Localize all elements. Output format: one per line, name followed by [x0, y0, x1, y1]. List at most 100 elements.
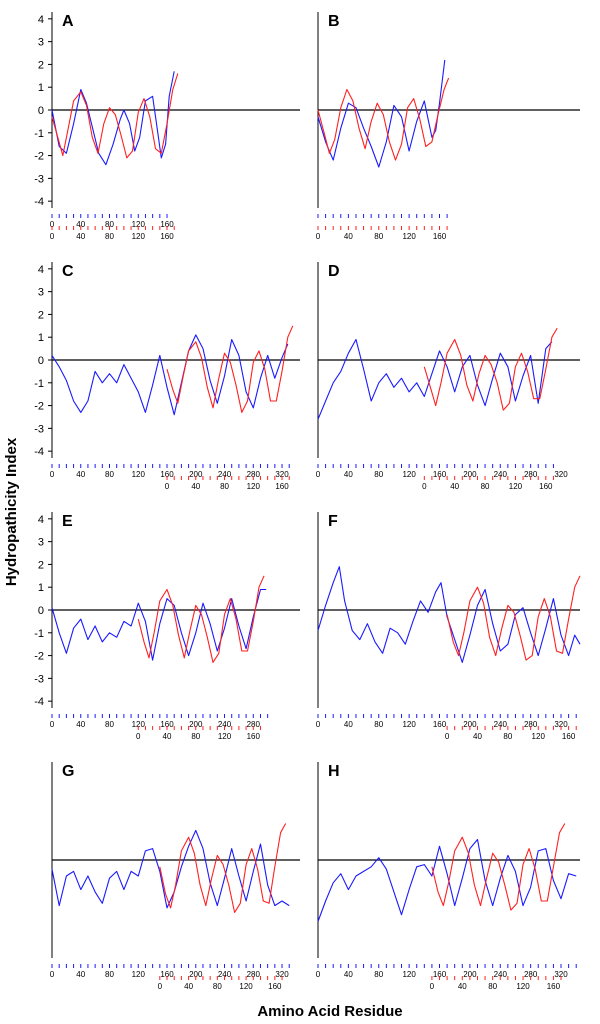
panel-label: B	[328, 13, 340, 30]
blue-ruler-label: 0	[50, 720, 55, 729]
y-tick-label: -1	[34, 628, 44, 640]
blue-ruler-label: 240	[218, 470, 232, 479]
red-ruler-label: 120	[247, 482, 261, 491]
red-ruler-label: 160	[562, 732, 576, 741]
chart-panel-h: H 0 40 80 120 160 200 240 280 320 0 40 80 120 160	[316, 762, 580, 991]
red-ruler-label: 40	[473, 732, 482, 741]
blue-ruler-label: 40	[344, 970, 353, 979]
blue-ruler-label: 120	[402, 470, 416, 479]
red-hydropathy-line	[431, 823, 566, 911]
blue-hydropathy-line	[51, 71, 175, 166]
red-ruler-label: 0	[50, 232, 55, 241]
y-tick-label: 1	[38, 332, 44, 344]
blue-ruler-label: 80	[374, 470, 383, 479]
red-ruler-label: 120	[516, 982, 530, 991]
red-ruler-label: 0	[430, 982, 435, 991]
blue-ruler-label: 80	[105, 720, 114, 729]
blue-ruler-label: 200	[189, 720, 203, 729]
red-ruler-label: 80	[503, 732, 512, 741]
red-ruler-label: 0	[165, 482, 170, 491]
red-ruler-label: 120	[132, 232, 146, 241]
blue-ruler-label: 240	[218, 970, 232, 979]
blue-ruler-label: 120	[132, 470, 146, 479]
red-ruler-label: 160	[547, 982, 561, 991]
red-hydropathy-line	[446, 575, 581, 661]
blue-ruler-label: 120	[402, 970, 416, 979]
red-ruler-label: 40	[184, 982, 193, 991]
blue-ruler-label: 0	[50, 470, 55, 479]
blue-ruler-label: 80	[374, 970, 383, 979]
panel-label: H	[328, 763, 340, 780]
red-ruler-label: 80	[374, 232, 383, 241]
y-tick-label: 4	[38, 264, 44, 276]
y-tick-label: 1	[38, 82, 44, 94]
blue-ruler-label: 200	[189, 970, 203, 979]
red-ruler-label: 160	[247, 732, 261, 741]
blue-ruler-label: 120	[132, 720, 146, 729]
red-ruler-label: 120	[402, 232, 416, 241]
red-hydropathy-line	[166, 325, 294, 413]
blue-ruler-label: 280	[524, 970, 538, 979]
blue-ruler-label: 320	[554, 470, 568, 479]
red-hydropathy-line	[137, 575, 265, 663]
blue-ruler-label: 240	[494, 470, 508, 479]
chart-panel-d: D 0 40 80 120 160 200 240 280 320 0 40 80 120 160	[316, 262, 580, 491]
y-tick-label: 1	[38, 582, 44, 594]
red-ruler-label: 120	[509, 482, 523, 491]
blue-ruler-label: 160	[433, 970, 447, 979]
red-ruler-label: 160	[268, 982, 282, 991]
y-tick-label: -3	[34, 173, 44, 185]
y-tick-label: 4	[38, 514, 44, 526]
blue-hydropathy-line	[317, 59, 446, 168]
red-ruler-label: 40	[76, 232, 85, 241]
panel-label: A	[62, 13, 74, 30]
blue-ruler-label: 0	[50, 970, 55, 979]
blue-ruler-label: 280	[247, 720, 261, 729]
blue-hydropathy-line	[51, 588, 267, 661]
chart-panel-f: F 0 40 80 120 160 200 240 280 320 0 40 80 120 160	[316, 512, 581, 741]
y-tick-label: 2	[38, 559, 44, 571]
red-ruler-label: 0	[316, 232, 321, 241]
y-axis-label: Hydropathicity Index	[3, 437, 20, 586]
blue-ruler-label: 320	[275, 970, 289, 979]
blue-ruler-label: 0	[50, 220, 55, 229]
red-ruler-label: 0	[158, 982, 163, 991]
blue-ruler-label: 160	[160, 720, 174, 729]
blue-ruler-label: 40	[76, 720, 85, 729]
blue-ruler-label: 120	[132, 970, 146, 979]
blue-ruler-label: 280	[247, 970, 261, 979]
y-tick-label: -3	[34, 673, 44, 685]
blue-ruler-label: 0	[316, 970, 321, 979]
blue-ruler-label: 280	[524, 720, 538, 729]
y-tick-label: -4	[34, 196, 44, 208]
blue-hydropathy-line	[317, 838, 577, 922]
red-ruler-label: 40	[450, 482, 459, 491]
blue-ruler-label: 80	[105, 470, 114, 479]
chart-panel-a: 4 3 2 1 0 -1 -2 -3 -4 A 0 40 80 120 160 0 40 80 120 160	[34, 12, 300, 241]
red-ruler-label: 120	[532, 732, 546, 741]
blue-ruler-label: 160	[160, 220, 174, 229]
red-ruler-label: 0	[136, 732, 141, 741]
red-ruler-label: 40	[458, 982, 467, 991]
blue-ruler-label: 320	[554, 720, 568, 729]
y-tick-label: 0	[38, 105, 44, 117]
blue-ruler-label: 0	[316, 720, 321, 729]
blue-ruler-label: 40	[76, 220, 85, 229]
chart-panel-c: 4 3 2 1 0 -1 -2 -3 -4 C 0 40 80 120 160 200 240 280 320 0 40…	[34, 262, 300, 491]
red-ruler-label: 40	[163, 732, 172, 741]
y-tick-label: -4	[34, 696, 44, 708]
blue-hydropathy-line	[51, 829, 290, 909]
red-ruler-label: 160	[433, 232, 447, 241]
red-hydropathy-line	[51, 73, 179, 159]
y-tick-label: 2	[38, 59, 44, 71]
panel-label: F	[328, 513, 338, 530]
y-tick-label: 3	[38, 537, 44, 549]
blue-ruler-label: 40	[76, 470, 85, 479]
red-ruler-label: 80	[105, 232, 114, 241]
blue-ruler-label: 200	[463, 720, 477, 729]
blue-ruler-label: 200	[463, 470, 477, 479]
blue-ruler-label: 240	[218, 720, 232, 729]
y-tick-label: -3	[34, 423, 44, 435]
